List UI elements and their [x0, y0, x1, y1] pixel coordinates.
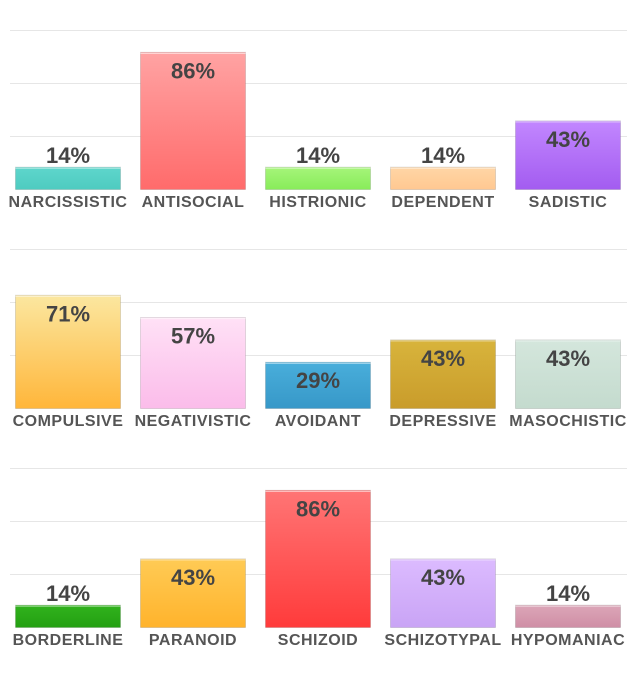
bar-compulsive [15, 294, 121, 410]
category-label: DEPENDENT [391, 194, 494, 211]
value-label: 43% [421, 346, 465, 371]
bar-negativistic [140, 317, 246, 409]
category-label: BORDERLINE [13, 632, 124, 649]
value-label: 14% [46, 143, 90, 168]
category-label: MASOCHISTIC [509, 413, 627, 430]
bar-antisocial [140, 51, 246, 190]
value-label: 29% [296, 368, 340, 393]
bar-sadistic [515, 120, 621, 190]
value-label: 43% [421, 565, 465, 590]
category-label: SCHIZOID [278, 632, 358, 649]
category-label: HYPOMANIAC [511, 632, 625, 649]
bar-schizotypal [390, 558, 496, 628]
bar-paranoid [140, 558, 246, 628]
chart-panel-3: 14% BORDERLINE 43% PARANOID 86% SCHIZOID 43% SC… [10, 468, 627, 649]
chart-panel-1: 14% NARCISSISTIC 86% ANTISOCIAL 14% HISTRIONI… [9, 30, 627, 211]
chart-panel-2: 71% COMPULSIVE 57% NEGATIVISTIC 29% AVOIDANT 4… [10, 249, 627, 430]
category-label: NARCISSISTIC [9, 194, 128, 211]
value-label: 43% [171, 565, 215, 590]
bar-avoidant [265, 361, 371, 409]
value-label: 14% [421, 143, 465, 168]
category-label: NEGATIVISTIC [135, 413, 252, 430]
bar-masochistic [515, 339, 621, 410]
bar-schizoid [265, 489, 371, 628]
value-label: 14% [546, 581, 590, 606]
category-label: SCHIZOTYPAL [384, 632, 501, 649]
value-label: 71% [46, 301, 90, 326]
bar-depressive [390, 339, 496, 410]
category-label: COMPULSIVE [13, 413, 124, 430]
value-label: 43% [546, 346, 590, 371]
category-label: AVOIDANT [275, 413, 361, 430]
value-label: 86% [296, 496, 340, 521]
value-label: 14% [296, 143, 340, 168]
value-label: 86% [171, 58, 215, 83]
value-label: 43% [546, 127, 590, 152]
bar-histrionic [265, 166, 371, 190]
bar-narcissistic [15, 166, 121, 190]
bar-borderline [15, 604, 121, 628]
bar-hypomaniac [515, 604, 621, 628]
category-label: HISTRIONIC [269, 194, 366, 211]
value-label: 14% [46, 581, 90, 606]
value-label: 57% [171, 324, 215, 349]
bar-dependent [390, 166, 496, 190]
category-label: ANTISOCIAL [142, 194, 245, 211]
category-label: SADISTIC [529, 194, 608, 211]
category-label: PARANOID [149, 632, 237, 649]
category-label: DEPRESSIVE [389, 413, 496, 430]
